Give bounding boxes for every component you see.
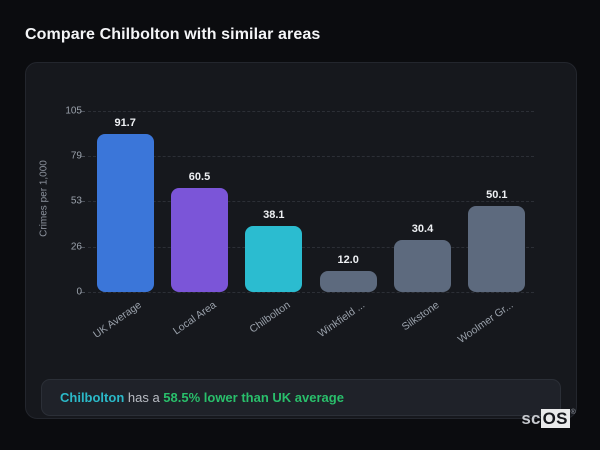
bar-uk-average xyxy=(96,133,154,292)
y-tick-mark xyxy=(80,200,85,202)
summary-middle: has a xyxy=(124,390,164,405)
scos-logo: sc OS ® xyxy=(521,409,576,428)
summary-box: Chilbolton has a 58.5% lower than UK ave… xyxy=(41,379,561,416)
bar-chilbolton xyxy=(245,226,303,292)
bar-local-area xyxy=(171,187,228,292)
y-tick-label: 26 xyxy=(70,241,82,253)
x-axis-label: Silkstone xyxy=(399,299,442,334)
registered-mark: ® xyxy=(570,409,576,416)
bar-value-label: 60.5 xyxy=(188,170,211,183)
bar-woolmer-gr xyxy=(468,205,526,292)
summary-text: Chilbolton has a 58.5% lower than UK ave… xyxy=(60,390,344,405)
y-tick-mark xyxy=(80,292,85,293)
bar-winkfield xyxy=(319,271,377,292)
gridline xyxy=(88,200,534,202)
page-title: Compare Chilbolton with similar areas xyxy=(25,26,321,43)
summary-highlight: 58.5% lower than UK average xyxy=(163,390,344,405)
bar-chart-plot-area: 0 26 53 79 105 91.7 UK Average 60.5 Local Area 38… xyxy=(65,106,534,346)
x-axis-label: Chilbolton xyxy=(247,299,293,336)
x-axis-label: Local Area xyxy=(170,299,219,338)
y-tick-label: 105 xyxy=(65,105,82,117)
logo-prefix: sc xyxy=(521,409,541,428)
y-tick-label: 79 xyxy=(70,150,82,162)
y-tick-mark xyxy=(80,155,85,157)
chart-card: Crimes per 1,000 0 26 53 79 105 91.7 UK Averag… xyxy=(25,62,577,419)
y-axis-label: Crimes per 1,000 xyxy=(38,160,50,237)
bar-value-label: 12.0 xyxy=(337,254,359,267)
bar-value-label: 50.1 xyxy=(486,188,508,201)
y-tick-label: 53 xyxy=(70,195,82,207)
gridline xyxy=(88,111,534,112)
x-axis-label: UK Average xyxy=(91,299,145,341)
bar-value-label: 30.4 xyxy=(411,222,434,235)
gridline xyxy=(88,292,534,293)
bar-value-label: 91.7 xyxy=(114,116,136,129)
summary-area-name: Chilbolton xyxy=(60,390,125,405)
bar-value-label: 38.1 xyxy=(263,209,285,222)
y-tick-label: 0 xyxy=(76,286,82,298)
y-tick-mark xyxy=(80,111,85,112)
y-tick-mark xyxy=(80,247,85,249)
gridline xyxy=(88,247,534,249)
x-axis-label: Winkfield ... xyxy=(315,299,368,340)
x-axis-label: Woolmer Gr... xyxy=(455,299,516,346)
gridline xyxy=(88,155,534,157)
bar-silkstone xyxy=(394,239,451,292)
logo-suffix: OS xyxy=(540,409,570,428)
